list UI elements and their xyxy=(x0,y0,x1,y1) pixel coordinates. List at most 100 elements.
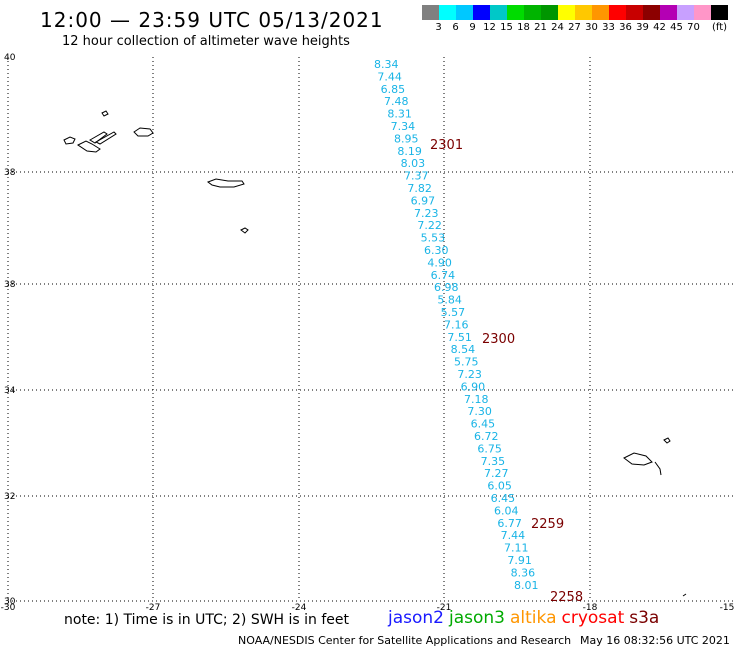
color-scale-label: 15 xyxy=(500,22,513,33)
wave-height-value: 8.34 xyxy=(374,58,399,71)
axis-tick-labels: -30 -27 -24 -21 -18 -15 40 38 38 34 32 30 xyxy=(1,53,735,613)
wave-height-value: 7.44 xyxy=(377,70,402,83)
satellite-legend-item: altika xyxy=(510,608,557,628)
satellite-legend: jason2 jason3 altika cryosat s3a xyxy=(388,608,664,628)
wave-height-value: 7.27 xyxy=(484,467,509,480)
color-scale-unit: (ft) xyxy=(712,22,728,33)
color-scale-label: 36 xyxy=(619,22,632,33)
color-scale-label: 9 xyxy=(469,22,476,33)
color-scale-swatch xyxy=(456,5,473,20)
wave-height-value: 8.54 xyxy=(451,343,476,356)
wave-height-value: 5.53 xyxy=(421,232,446,245)
color-scale-swatch xyxy=(575,5,592,20)
color-scale-swatch xyxy=(677,5,694,20)
wave-height-value: 7.82 xyxy=(407,182,432,195)
wave-height-value: 8.19 xyxy=(397,145,422,158)
color-scale-swatch xyxy=(524,5,541,20)
wave-height-value: 6.77 xyxy=(497,517,522,530)
island-outline xyxy=(240,227,249,234)
color-scale-labels: 3 6 9 12 15 18 21 24 27 30 33 36 39 42 45 70 xyxy=(430,20,728,33)
wave-height-value: 7.35 xyxy=(481,455,506,468)
island-outline xyxy=(133,127,154,137)
wave-height-value: 5.57 xyxy=(441,306,466,319)
color-scale-label: 39 xyxy=(636,22,649,33)
wave-height-value: 7.51 xyxy=(447,331,472,344)
color-scale-label: 45 xyxy=(670,22,683,33)
pass-time-label: 2301 xyxy=(430,138,463,153)
satellite-legend-item: jason2 xyxy=(388,608,444,628)
color-scale-label: 18 xyxy=(517,22,530,33)
island-outline xyxy=(101,110,109,117)
credit-text: NOAA/NESDIS Center for Satellite Applica… xyxy=(238,634,572,647)
wave-height-value: 4.90 xyxy=(427,256,452,269)
color-scale-legend: 3 6 9 12 15 18 21 24 27 30 33 36 39 42 45 70 xyxy=(422,5,728,33)
wave-height-value: 6.97 xyxy=(411,194,436,207)
wave-height-value: 7.23 xyxy=(414,207,439,220)
lat-tick-label: 38 xyxy=(4,280,16,290)
wave-height-value: 7.23 xyxy=(457,368,482,381)
wave-height-value: 7.11 xyxy=(504,542,529,555)
pass-time-label: 2259 xyxy=(531,517,564,532)
color-scale-swatch xyxy=(558,5,575,20)
island-outline xyxy=(206,178,245,188)
color-scale-swatch xyxy=(711,5,728,20)
lon-tick-label: -18 xyxy=(583,603,598,613)
color-scale-label: 6 xyxy=(452,22,459,33)
wave-height-value: 6.74 xyxy=(431,269,456,282)
map-subtitle: 12 hour collection of altimeter wave hei… xyxy=(62,34,350,49)
pass-time-label: 2258 xyxy=(550,590,583,605)
color-scale-swatch xyxy=(439,5,456,20)
island-outline xyxy=(682,593,687,597)
color-scale-label: 21 xyxy=(534,22,547,33)
wave-height-value: 6.04 xyxy=(494,504,519,517)
map-grid xyxy=(8,57,734,601)
wave-height-value: 7.30 xyxy=(467,405,492,418)
wave-height-value: 7.48 xyxy=(384,95,409,108)
map-frame xyxy=(7,57,734,602)
lon-tick-label: -30 xyxy=(1,603,16,613)
lat-tick-label: 34 xyxy=(4,386,16,396)
map-title: 12:00 — 23:59 UTC 05/13/2021 xyxy=(40,8,384,32)
wave-height-value: 6.75 xyxy=(477,442,502,455)
color-scale-swatch xyxy=(660,5,677,20)
wave-height-value: 7.37 xyxy=(404,170,429,183)
wave-height-value: 5.84 xyxy=(437,294,462,307)
wave-height-value: 8.36 xyxy=(511,566,535,579)
color-scale-swatch xyxy=(473,5,490,20)
color-scale-swatch xyxy=(609,5,626,20)
wave-height-value: 8.31 xyxy=(387,108,412,121)
pass-time-labels: 2301 2300 2259 2258 xyxy=(430,138,583,605)
wave-height-value: 8.03 xyxy=(401,157,426,170)
wave-height-value: 8.95 xyxy=(394,132,419,145)
generated-timestamp: May 16 08:32:56 UTC 2021 xyxy=(580,634,730,647)
wave-height-value: 6.72 xyxy=(474,430,499,443)
wave-height-value: 6.98 xyxy=(434,281,459,294)
wave-height-value: 7.18 xyxy=(464,393,489,406)
wave-height-value: 6.45 xyxy=(491,492,515,505)
pass-time-label: 2300 xyxy=(482,332,515,347)
wave-height-value: 7.22 xyxy=(417,219,442,232)
lon-tick-label: -24 xyxy=(292,603,307,613)
wave-height-value: 6.05 xyxy=(487,480,512,493)
color-scale-label: 12 xyxy=(483,22,496,33)
lat-tick-label: 38 xyxy=(4,168,16,178)
island-outline xyxy=(623,452,653,466)
lat-tick-label: 40 xyxy=(4,53,16,63)
satellite-legend-item: jason3 xyxy=(449,608,505,628)
color-scale-swatch xyxy=(541,5,558,20)
island-outlines xyxy=(63,110,687,597)
wave-height-value: 6.30 xyxy=(424,244,449,257)
island-outline xyxy=(94,131,117,145)
wave-height-value: 7.91 xyxy=(507,554,532,567)
units-note: note: 1) Time is in UTC; 2) SWH is in fe… xyxy=(64,612,350,628)
island-outline xyxy=(77,140,101,153)
color-scale-label: 33 xyxy=(602,22,615,33)
wave-height-labels: 8.347.446.857.488.317.348.958.198.037.37… xyxy=(374,58,539,592)
lon-tick-label: -27 xyxy=(146,603,161,613)
satellite-legend-item: s3a xyxy=(629,608,660,628)
wave-height-value: 6.45 xyxy=(471,418,496,431)
color-scale-label: 42 xyxy=(653,22,666,33)
wave-height-value: 7.16 xyxy=(444,318,469,331)
wave-height-value: 5.75 xyxy=(454,356,479,369)
